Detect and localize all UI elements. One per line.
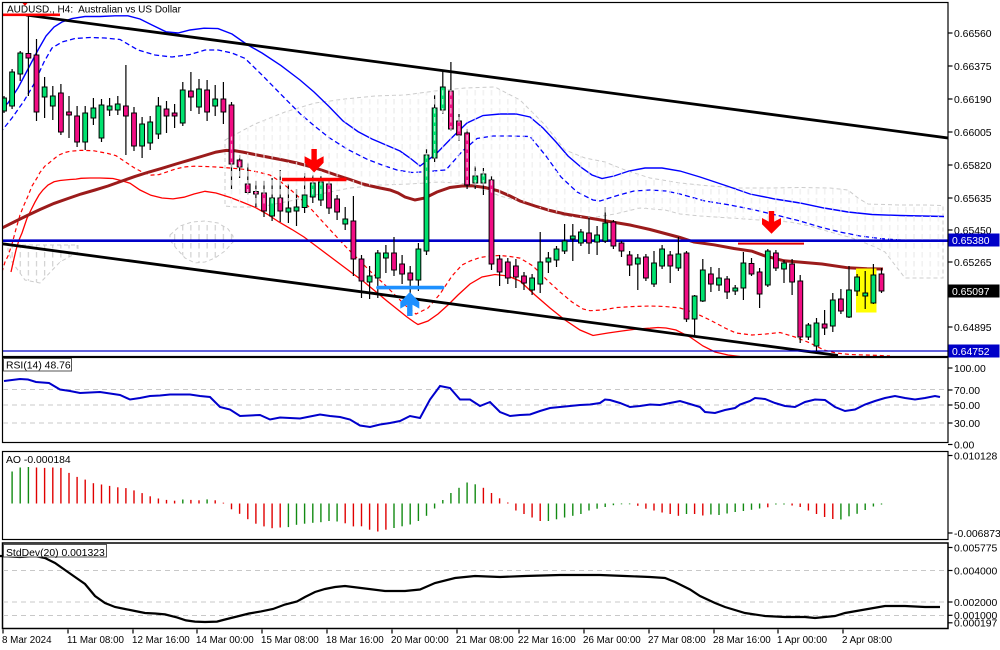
svg-text:0.000197: 0.000197: [954, 619, 998, 630]
svg-text:27 Mar 08:00: 27 Mar 08:00: [648, 635, 706, 646]
svg-text:18 Mar 16:00: 18 Mar 16:00: [326, 635, 384, 646]
svg-text:11 Mar 08:00: 11 Mar 08:00: [67, 635, 125, 646]
svg-text:0.66375: 0.66375: [954, 62, 992, 73]
svg-text:22 Mar 16:00: 22 Mar 16:00: [518, 635, 576, 646]
svg-text:0.010128: 0.010128: [954, 451, 998, 462]
svg-text:1 Apr 00:00: 1 Apr 00:00: [777, 635, 828, 646]
svg-text:2 Apr 08:00: 2 Apr 08:00: [842, 635, 893, 646]
svg-text:0.66005: 0.66005: [954, 128, 992, 139]
svg-text:0.65265: 0.65265: [954, 258, 992, 269]
svg-text:0.65450: 0.65450: [954, 226, 992, 237]
svg-text:0.64895: 0.64895: [954, 323, 992, 334]
svg-text:50.00: 50.00: [954, 401, 980, 412]
svg-text:0.00: 0.00: [954, 440, 974, 451]
svg-text:8 Mar 2024: 8 Mar 2024: [2, 635, 52, 646]
svg-text:AO -0.000184: AO -0.000184: [6, 455, 71, 466]
svg-text:0.65097: 0.65097: [952, 287, 990, 298]
svg-text:0.66560: 0.66560: [954, 29, 992, 40]
svg-text:0.65820: 0.65820: [954, 161, 992, 172]
svg-text:100.00: 100.00: [954, 364, 986, 375]
svg-text:0.64752: 0.64752: [952, 347, 990, 358]
svg-text:12 Mar 16:00: 12 Mar 16:00: [132, 635, 190, 646]
svg-text:21 Mar 08:00: 21 Mar 08:00: [456, 635, 514, 646]
svg-text:30.00: 30.00: [954, 419, 980, 430]
svg-text:28 Mar 16:00: 28 Mar 16:00: [713, 635, 771, 646]
svg-text:70.00: 70.00: [954, 386, 980, 397]
svg-text:-0.006873: -0.006873: [954, 529, 1000, 540]
svg-text:0.005775: 0.005775: [954, 543, 998, 554]
svg-text:0.65635: 0.65635: [954, 194, 992, 205]
svg-text:RSI(14) 48.76: RSI(14) 48.76: [6, 361, 71, 372]
svg-text:0.004000: 0.004000: [954, 566, 998, 577]
svg-text:26 Mar 00:00: 26 Mar 00:00: [583, 635, 641, 646]
svg-text:14 Mar 00:00: 14 Mar 00:00: [196, 635, 254, 646]
svg-text:StdDev(20) 0.001323: StdDev(20) 0.001323: [6, 548, 105, 559]
svg-text:0.002000: 0.002000: [954, 598, 998, 609]
svg-text:0.65380: 0.65380: [952, 236, 990, 247]
svg-text:0.66190: 0.66190: [954, 95, 992, 106]
svg-text:15 Mar 08:00: 15 Mar 08:00: [261, 635, 319, 646]
svg-text:0.001000: 0.001000: [954, 611, 998, 622]
svg-text:AUDUSD., H4: Australian vs US: AUDUSD., H4: Australian vs US Dollar: [7, 5, 182, 16]
svg-text:20 Mar 00:00: 20 Mar 00:00: [391, 635, 449, 646]
